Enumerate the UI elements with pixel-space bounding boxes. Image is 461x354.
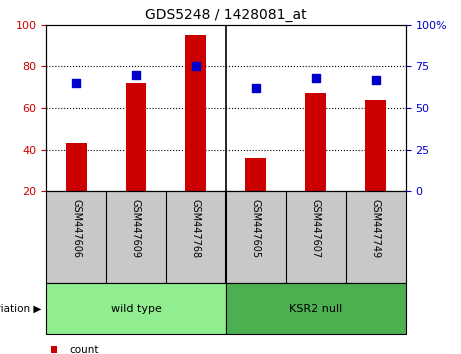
- Point: [252, 85, 260, 91]
- Text: GSM447749: GSM447749: [371, 199, 381, 258]
- Text: wild type: wild type: [111, 303, 161, 314]
- Bar: [365, 99, 386, 191]
- Text: GSM447768: GSM447768: [191, 199, 201, 258]
- Text: count: count: [69, 345, 99, 354]
- Bar: [185, 35, 207, 191]
- Bar: [245, 158, 266, 191]
- Bar: [125, 83, 147, 191]
- Point: [132, 72, 140, 78]
- Bar: [305, 93, 326, 191]
- Point: [72, 80, 80, 86]
- Text: genotype/variation ▶: genotype/variation ▶: [0, 303, 41, 314]
- Title: GDS5248 / 1428081_at: GDS5248 / 1428081_at: [145, 8, 307, 22]
- Text: KSR2 null: KSR2 null: [289, 303, 343, 314]
- Text: GSM447607: GSM447607: [311, 199, 321, 258]
- Point: [312, 75, 319, 81]
- Bar: [65, 143, 87, 191]
- Text: GSM447609: GSM447609: [131, 199, 141, 257]
- Point: [192, 63, 200, 69]
- Text: GSM447605: GSM447605: [251, 199, 261, 258]
- Point: [372, 77, 379, 82]
- Text: GSM447606: GSM447606: [71, 199, 81, 257]
